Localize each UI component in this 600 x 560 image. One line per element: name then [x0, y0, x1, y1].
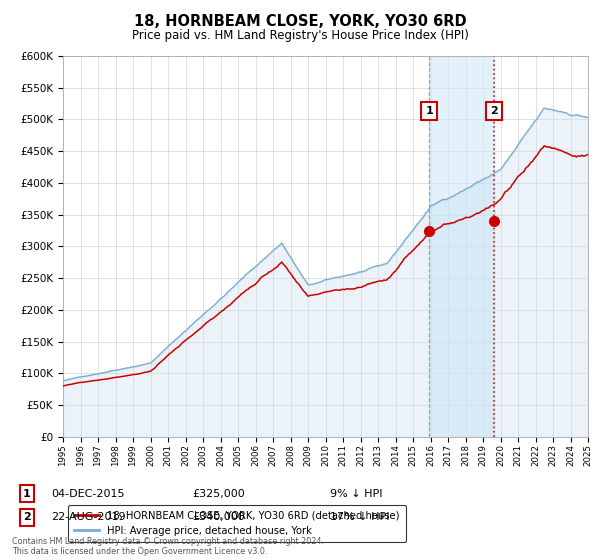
Legend: 18, HORNBEAM CLOSE, YORK, YO30 6RD (detached house), HPI: Average price, detache: 18, HORNBEAM CLOSE, YORK, YO30 6RD (deta…: [68, 505, 406, 542]
Text: 22-AUG-2019: 22-AUG-2019: [51, 512, 125, 522]
Text: 1: 1: [23, 489, 31, 499]
Text: 1: 1: [425, 106, 433, 116]
Text: 04-DEC-2015: 04-DEC-2015: [51, 489, 125, 499]
Text: 9% ↓ HPI: 9% ↓ HPI: [330, 489, 383, 499]
Text: 2: 2: [490, 106, 498, 116]
Text: This data is licensed under the Open Government Licence v3.0.: This data is licensed under the Open Gov…: [12, 547, 268, 556]
Text: 17% ↓ HPI: 17% ↓ HPI: [330, 512, 389, 522]
Text: £325,000: £325,000: [192, 489, 245, 499]
Text: Price paid vs. HM Land Registry's House Price Index (HPI): Price paid vs. HM Land Registry's House …: [131, 29, 469, 42]
Text: £340,000: £340,000: [192, 512, 245, 522]
Text: 18, HORNBEAM CLOSE, YORK, YO30 6RD: 18, HORNBEAM CLOSE, YORK, YO30 6RD: [134, 14, 466, 29]
Text: 2: 2: [23, 512, 31, 522]
Bar: [429, 56, 494, 437]
Text: Contains HM Land Registry data © Crown copyright and database right 2024.: Contains HM Land Registry data © Crown c…: [12, 537, 324, 546]
